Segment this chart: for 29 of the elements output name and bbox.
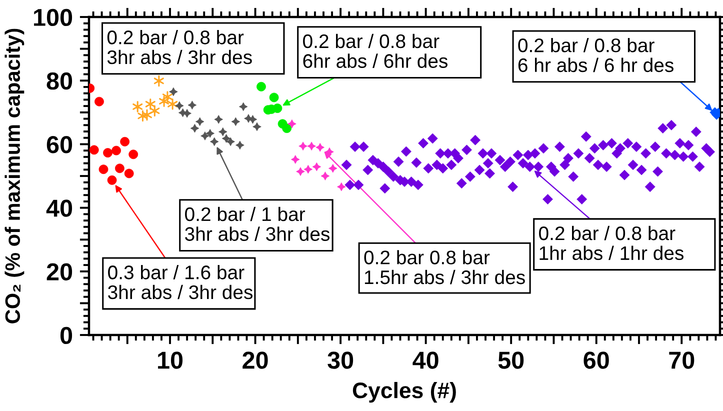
x-tick-label: 70 — [669, 352, 694, 369]
annotation: 0.2 bar 0.8 bar 1.5hr abs / 3hr des — [364, 250, 525, 284]
point — [150, 105, 160, 116]
point — [145, 98, 156, 110]
annotation: 0.2 bar / 0.8 bar 1hr abs / 1hr des — [539, 226, 684, 260]
x-tick-label: 30 — [328, 352, 354, 369]
point — [154, 75, 164, 87]
annotation: 0.2 bar / 1 bar 3hr abs / 3hr des — [185, 206, 330, 241]
y-tick-label: 40 — [46, 200, 72, 217]
x-axis-title: Cycles (#) — [352, 382, 456, 403]
point — [142, 109, 152, 121]
x-tick-label: 20 — [242, 352, 268, 369]
annotation: 0.2 bar / 0.8 bar 3hr abs / 3hr des — [107, 30, 252, 64]
point — [168, 98, 178, 110]
x-tick-label: 60 — [584, 352, 609, 369]
y-axis-title: CO₂ (% of maximum capacity) — [4, 28, 24, 324]
y-tick-label: 100 — [34, 8, 72, 26]
annotation: 0.2 bar / 0.8 bar 6 hr abs / 6 hr des — [518, 38, 674, 72]
point — [162, 91, 172, 102]
x-tick-label: 10 — [158, 352, 183, 369]
annotation: 0.3 bar / 1.6 bar 3hr abs / 3hr des — [108, 265, 253, 300]
point — [132, 101, 143, 112]
y-tick-label: 0 — [60, 326, 72, 344]
y-tick-label: 20 — [46, 263, 72, 280]
x-tick-label: 40 — [412, 352, 438, 369]
annotation: 0.2 bar / 0.8 bar 6hr abs / 6hr des — [303, 34, 448, 68]
x-tick-label: 50 — [498, 352, 524, 369]
y-tick-label: 60 — [46, 136, 72, 154]
y-tick-label: 80 — [46, 72, 72, 90]
